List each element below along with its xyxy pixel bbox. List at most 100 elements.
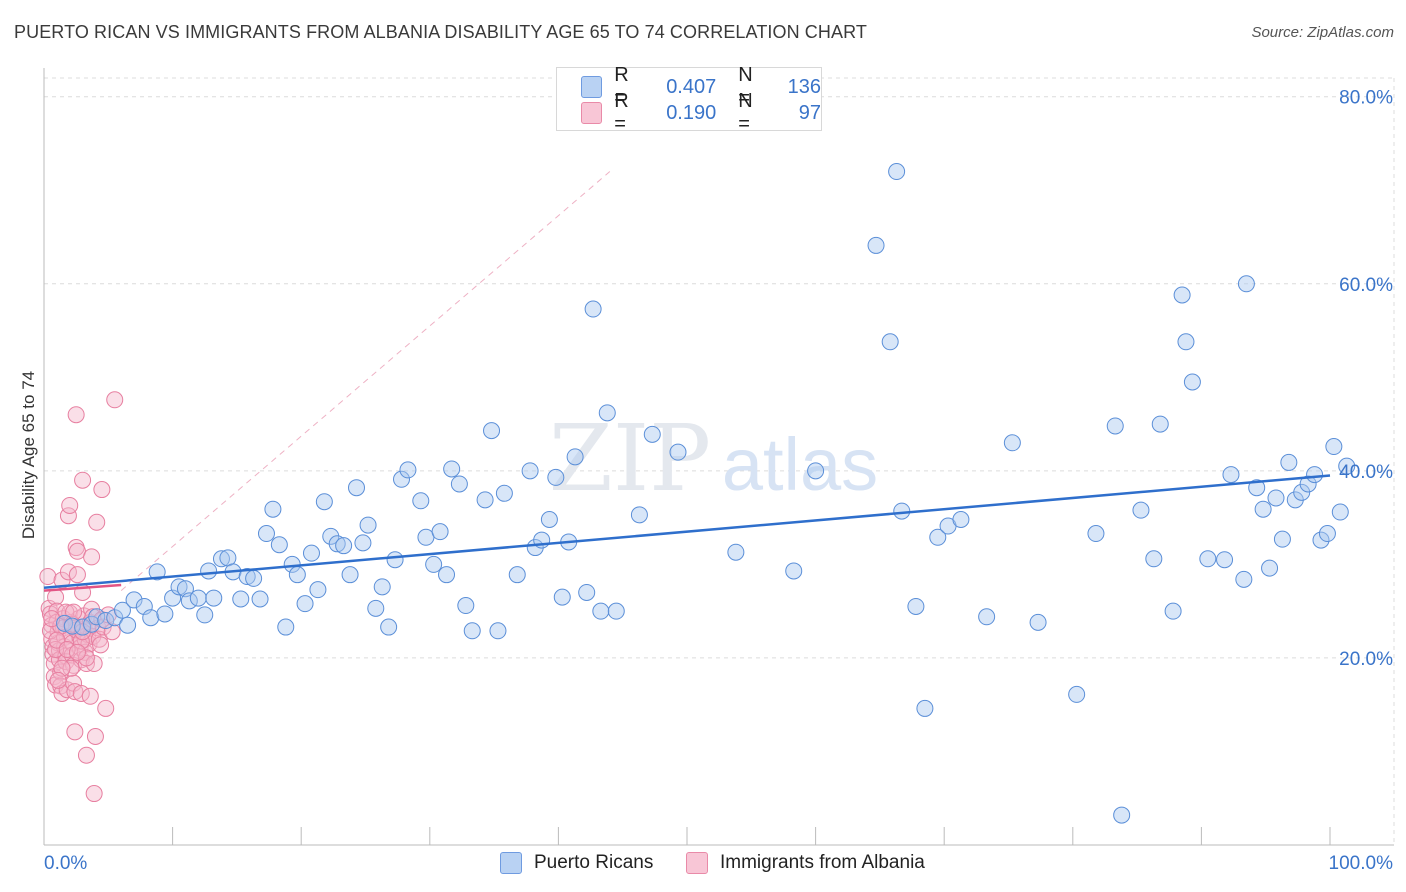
puerto-rican-point [592,602,610,620]
chart-title: PUERTO RICAN VS IMMIGRANTS FROM ALBANIA … [14,22,867,42]
albania-point [68,566,86,584]
puerto-rican-point [1235,570,1253,588]
puerto-rican-point [1177,333,1195,351]
y-tick-label: 40.0% [1339,462,1393,483]
puerto-rican-point [354,534,372,552]
puerto-rican-point [1331,503,1349,521]
puerto-rican-point [1113,806,1131,824]
albania-point [68,542,86,560]
albania-point [67,406,85,424]
puerto-rican-point [1087,525,1105,543]
puerto-rican-point [457,597,475,615]
puerto-rican-point [508,566,526,584]
source-credit: Source: ZipAtlas.com [1251,24,1394,41]
puerto-rican-point [727,543,745,561]
puerto-rican-point [399,461,417,479]
puerto-rican-point [296,595,314,613]
albania-point [77,649,95,667]
puerto-rican-point [367,599,385,617]
puerto-rican-point [302,544,320,562]
puerto-rican-point [335,537,353,555]
puerto-rican-point [483,422,501,440]
puerto-rican-point [1261,559,1279,577]
puerto-rican-point [1164,602,1182,620]
puerto-rican-point [270,536,288,554]
puerto-rican-point [1003,434,1021,452]
puerto-rican-point [1222,466,1240,484]
puerto-rican-point [373,578,391,596]
puerto-rican-point [277,618,295,636]
watermark: ZIP atlas [549,405,878,512]
n-label: N = [738,90,753,135]
albania-point [77,746,95,764]
n-value: 97 [798,101,821,124]
puerto-rican-point [521,462,539,480]
series-puerto-ricans [56,163,1356,824]
stats-legend-row-albania: R = 0.190 N = 97 [581,90,821,135]
r-value: 0.407 [666,75,717,98]
puerto-rican-point [412,492,430,510]
albania-trend-line [43,583,122,592]
puerto-rican-point [1029,613,1047,631]
puerto-rican-point [386,551,404,569]
puerto-rican-point [1254,500,1272,518]
puerto-rican-point [1267,489,1285,507]
puerto-rican-point [1237,275,1255,293]
albania-point [43,610,61,628]
puerto-rican-point [489,622,507,640]
tick-labels: 20.0% 40.0% 60.0% 80.0% 0.0% 100.0% [44,88,1393,874]
puerto-rican-point [1273,530,1291,548]
puerto-rican-point [1318,525,1336,543]
puerto-rican-point [1145,550,1163,568]
puerto-rican-point [431,523,449,541]
series-immigrants-from-albania [39,391,124,803]
puerto-rican-point [1293,483,1311,501]
puerto-rican-point [929,528,947,546]
albania-point [86,727,104,745]
puerto-rican-point [232,590,250,608]
puerto-rican-point [807,462,825,480]
puerto-rican-point [200,562,218,580]
puerto-rican-point [1132,501,1150,519]
puerto-rican-point [238,568,256,586]
albania-point [41,622,59,640]
puerto-rican-point [1325,438,1343,456]
puerto-rican-point [867,236,885,254]
puerto-rican-point [1106,417,1124,435]
puerto-rican-point [1299,475,1317,493]
albania-point [85,785,103,803]
puerto-rican-point [1306,466,1324,484]
puerto-rican-point [170,578,188,596]
puerto-rican-point [598,404,616,422]
legend-item-immigrants-from-albania[interactable]: Immigrants from Albania [686,852,925,874]
albania-point [66,683,84,701]
reference-diagonal [120,171,611,591]
puerto-rican-point [245,569,263,587]
puerto-rican-point [630,506,648,524]
x-tick-label: 0.0% [44,853,87,874]
puerto-rican-point [1199,550,1217,568]
series-legend: Puerto Ricans Immigrants from Albania [0,852,1406,878]
trend-lines [43,474,1331,592]
puerto-rican-point [196,606,214,624]
puerto-rican-point [1280,453,1298,471]
puerto-rican-point [1248,479,1266,497]
puerto-rican-point [476,491,494,509]
puerto-rican-point [1312,531,1330,549]
n-label: N = [738,64,753,109]
puerto-rican-point [156,605,174,623]
albania-point [68,643,86,661]
puerto-rican-point [359,516,377,534]
diagonal-line [120,171,611,591]
legend-item-puerto-ricans[interactable]: Puerto Ricans [500,852,653,874]
watermark-atlas: atlas [722,423,878,506]
puerto-rican-point [438,566,456,584]
puerto-rican-point [1216,551,1234,569]
puerto-rican-point [347,479,365,497]
puerto-rican-point [978,608,996,626]
puerto-rican-point [566,448,584,466]
legend-label: Immigrants from Albania [720,852,925,873]
puerto-rican-point [328,535,346,553]
puerto-rican-point [916,699,934,717]
